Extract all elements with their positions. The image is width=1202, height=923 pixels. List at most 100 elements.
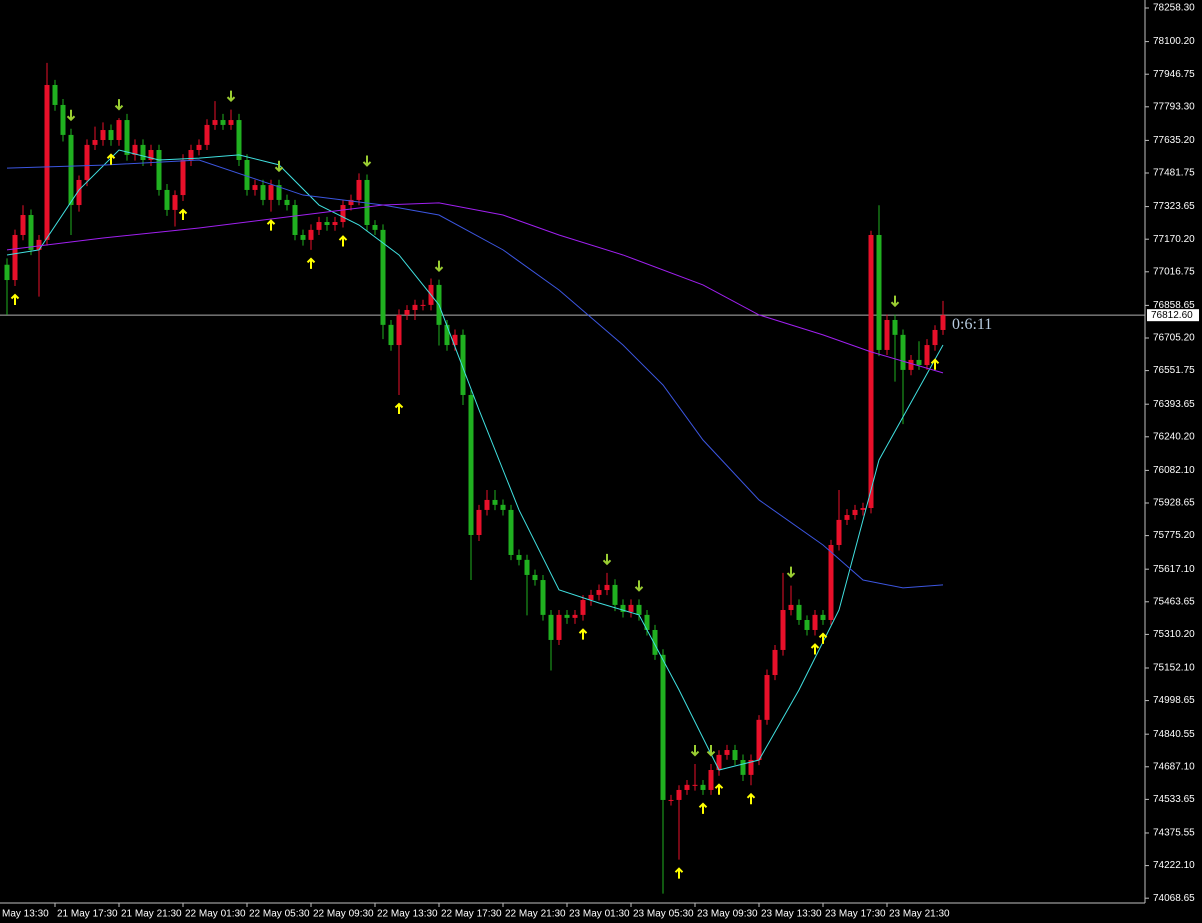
y-tick-label: 76858.65 bbox=[1153, 300, 1195, 311]
candle-body bbox=[12, 234, 18, 281]
countdown: 0:6:11 bbox=[952, 316, 992, 333]
candle-body bbox=[452, 334, 458, 346]
x-tick-label: 23 May 05:30 bbox=[633, 909, 694, 920]
candle-body bbox=[212, 120, 218, 125]
candle-body bbox=[412, 304, 418, 310]
candle-body bbox=[308, 229, 314, 240]
x-tick-label: 23 May 01:30 bbox=[569, 909, 630, 920]
candle-body bbox=[36, 239, 42, 250]
candle-body bbox=[564, 614, 570, 618]
candle-body bbox=[188, 150, 194, 160]
buy-arrow bbox=[306, 257, 316, 269]
x-tick-label: 23 May 21:30 bbox=[889, 909, 950, 920]
sell-arrow bbox=[66, 109, 76, 122]
sell-arrow bbox=[114, 99, 124, 111]
x-tick-label: 23 May 13:30 bbox=[761, 909, 822, 920]
candle-body bbox=[892, 319, 898, 335]
candle-body bbox=[692, 784, 698, 786]
moving-average bbox=[6, 202, 944, 374]
candle-body bbox=[124, 120, 130, 155]
candle-body bbox=[668, 799, 674, 801]
candle-body bbox=[156, 150, 162, 190]
candle-body bbox=[652, 629, 658, 655]
y-tick-label: 74687.10 bbox=[1153, 761, 1195, 772]
candle-body bbox=[708, 769, 714, 790]
x-tick-label: 22 May 17:30 bbox=[441, 909, 502, 920]
buy-arrow bbox=[10, 293, 20, 305]
candle-body bbox=[508, 509, 514, 555]
buy-arrow bbox=[818, 632, 828, 644]
candle-body bbox=[804, 619, 810, 630]
candle-body bbox=[404, 309, 410, 315]
x-tick-label: 23 May 09:30 bbox=[697, 909, 758, 920]
y-tick-label: 74533.65 bbox=[1153, 794, 1195, 805]
candle-body bbox=[932, 329, 938, 346]
candle-body bbox=[60, 104, 66, 135]
candle-body bbox=[572, 614, 578, 618]
candle-body bbox=[420, 304, 426, 306]
candle-body bbox=[844, 515, 850, 520]
buy-arrow bbox=[266, 219, 276, 231]
candle-body bbox=[372, 225, 378, 230]
buy-arrow bbox=[714, 783, 724, 795]
sell-arrow bbox=[362, 155, 372, 167]
y-tick-label: 74375.55 bbox=[1153, 828, 1195, 839]
candle-body bbox=[924, 345, 930, 366]
x-tick-label: 21 May 21:30 bbox=[121, 909, 182, 920]
candle-body bbox=[116, 120, 122, 141]
sell-arrow bbox=[634, 580, 644, 592]
candle-body bbox=[196, 144, 202, 151]
candle-body bbox=[388, 324, 394, 346]
y-tick-label: 77170.20 bbox=[1153, 234, 1195, 245]
candle-body bbox=[44, 84, 50, 240]
candle-body bbox=[476, 509, 482, 536]
y-tick-label: 75928.65 bbox=[1153, 498, 1195, 509]
candle-body bbox=[884, 319, 890, 350]
sell-arrow bbox=[706, 745, 716, 757]
candle-body bbox=[132, 144, 138, 155]
candle-body bbox=[300, 234, 306, 240]
y-tick-label: 74068.65 bbox=[1153, 893, 1195, 904]
candle-body bbox=[860, 508, 866, 510]
y-tick-label: 77481.75 bbox=[1153, 168, 1195, 179]
current-price-box bbox=[1147, 309, 1199, 322]
candle-body bbox=[940, 315, 946, 330]
y-tick-label: 74222.10 bbox=[1153, 860, 1195, 871]
candle-body bbox=[228, 120, 234, 125]
current-price-label: 76812.60 bbox=[1151, 310, 1193, 321]
buy-arrow bbox=[746, 792, 756, 805]
candle-body bbox=[148, 150, 154, 160]
candle-body bbox=[772, 649, 778, 676]
candle-body bbox=[292, 205, 298, 235]
candle-body bbox=[676, 789, 682, 800]
candle-body bbox=[628, 604, 634, 612]
candle-body bbox=[396, 314, 402, 346]
candle-body bbox=[820, 614, 826, 620]
candle-body bbox=[532, 574, 538, 581]
candle-body bbox=[172, 195, 178, 210]
candle-body bbox=[284, 199, 290, 206]
candle-body bbox=[788, 604, 794, 611]
y-tick-label: 75775.20 bbox=[1153, 530, 1195, 541]
buy-arrow bbox=[578, 628, 588, 640]
candle-body bbox=[724, 750, 730, 755]
candle-body bbox=[492, 499, 498, 505]
buy-arrow bbox=[106, 153, 116, 165]
y-tick-label: 75617.10 bbox=[1153, 564, 1195, 575]
candle-body bbox=[596, 590, 602, 595]
candle-body bbox=[28, 215, 34, 250]
candle-body bbox=[916, 359, 922, 366]
candle-body bbox=[460, 334, 466, 395]
candle-body bbox=[684, 784, 690, 790]
candle-body bbox=[100, 130, 106, 141]
candle-body bbox=[252, 185, 258, 190]
candle-body bbox=[828, 544, 834, 620]
sell-arrow bbox=[226, 90, 236, 103]
candle-body bbox=[780, 610, 786, 650]
candle-body bbox=[68, 134, 74, 206]
candle-body bbox=[716, 754, 722, 770]
candle-body bbox=[556, 614, 562, 640]
candle-body bbox=[612, 584, 618, 605]
